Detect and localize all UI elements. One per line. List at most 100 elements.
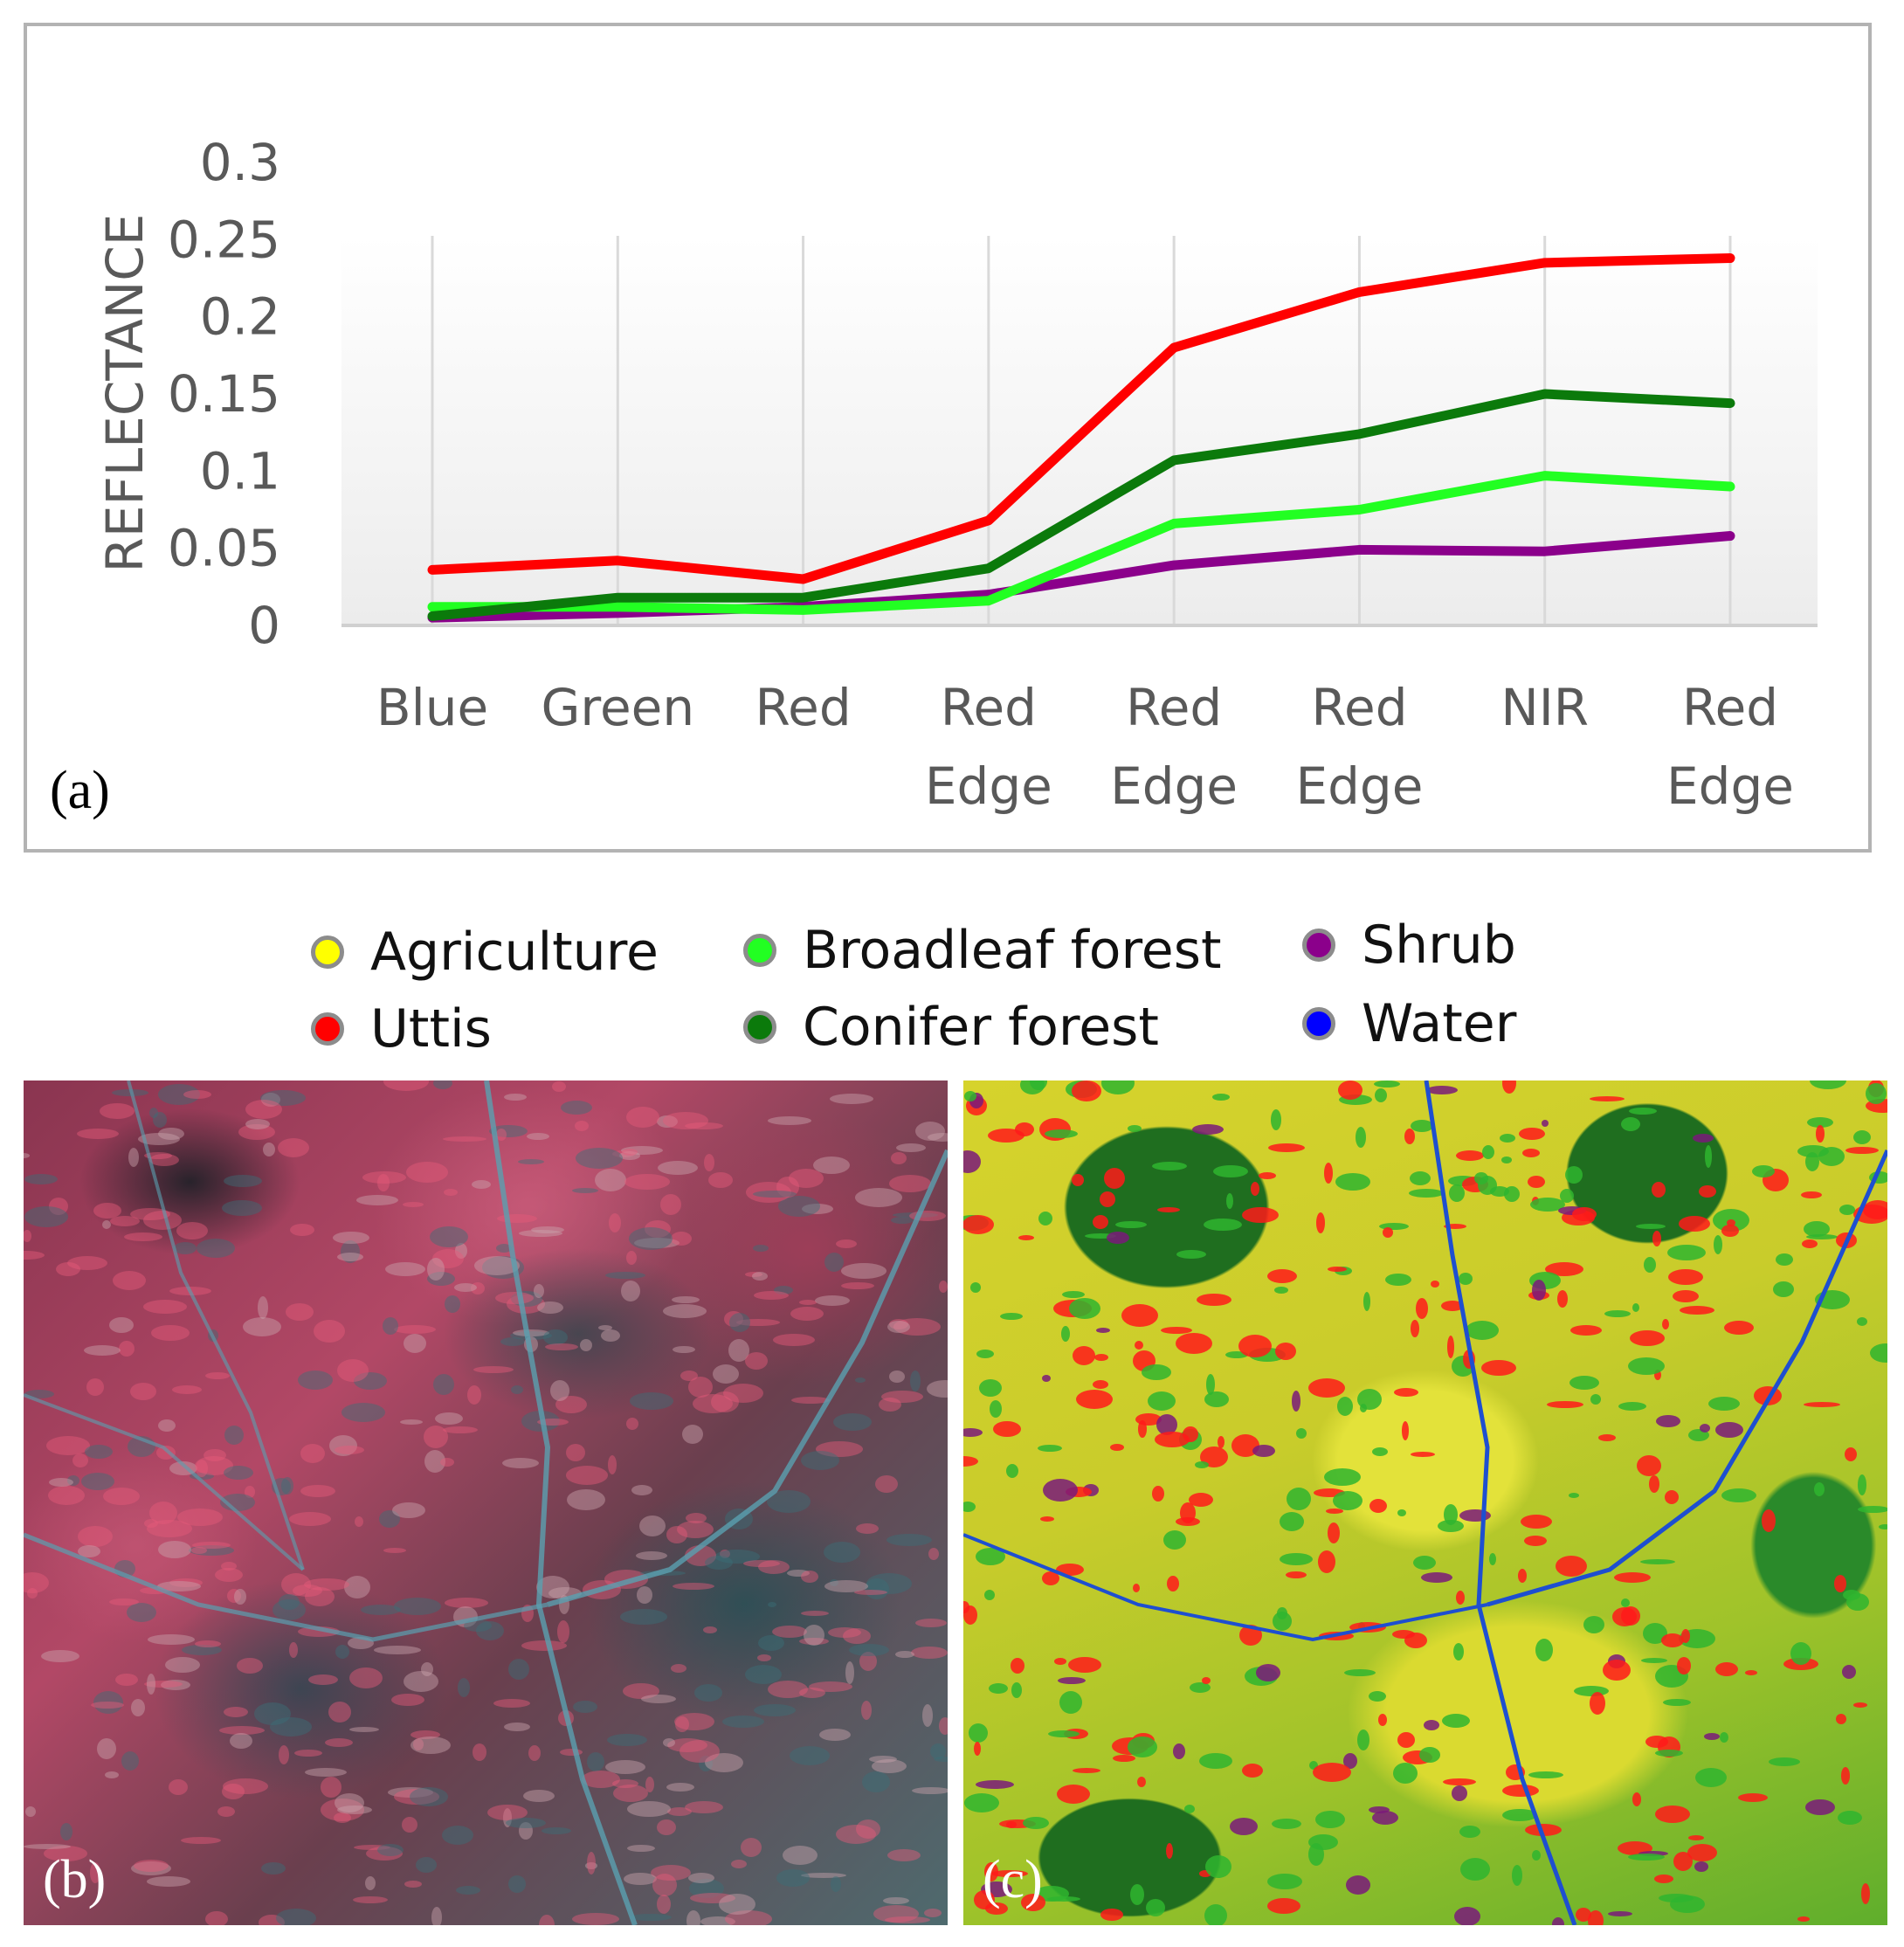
terrain-texture xyxy=(666,1783,694,1792)
terrain-texture xyxy=(783,1846,817,1865)
terrain-texture xyxy=(605,1760,645,1774)
legend-dot-icon xyxy=(1302,929,1335,962)
land-cover-patch xyxy=(1705,1145,1712,1168)
legend-dot-icon xyxy=(311,936,344,969)
land-cover-patch xyxy=(1560,1189,1574,1203)
terrain-texture xyxy=(641,1695,676,1703)
land-cover-patch xyxy=(1128,1736,1157,1757)
land-cover-patch xyxy=(1059,1691,1082,1714)
terrain-texture xyxy=(148,1634,195,1645)
terrain-texture xyxy=(335,1645,349,1659)
terrain-texture xyxy=(745,1272,762,1277)
terrain-texture xyxy=(169,1578,203,1587)
land-cover-patch xyxy=(1853,1702,1867,1708)
terrain-texture xyxy=(528,1745,541,1761)
y-axis-label: REFLECTANCE xyxy=(95,214,155,573)
terrain-texture xyxy=(915,1619,947,1627)
terrain-texture xyxy=(85,1445,113,1459)
land-cover-patch xyxy=(1337,1397,1353,1416)
terrain-texture xyxy=(667,1738,707,1752)
terrain-texture xyxy=(254,1702,291,1725)
terrain-texture xyxy=(887,1321,910,1333)
land-cover-patch xyxy=(1204,1391,1229,1407)
reflectance-chart: 0 0.05 0.1 0.15 0.2 0.25 0.3 REFLECTANCE Blue Gre… xyxy=(95,133,1818,816)
terrain-texture xyxy=(673,1583,714,1590)
land-cover-patch xyxy=(1166,1843,1173,1859)
terrain-texture xyxy=(149,1502,177,1524)
terrain-texture xyxy=(147,1520,192,1537)
terrain-texture xyxy=(219,1726,265,1735)
land-cover-patch xyxy=(1715,1422,1743,1438)
y-tick-label: 0.05 xyxy=(168,519,280,578)
land-cover-patch xyxy=(1715,1662,1738,1676)
terrain-texture xyxy=(741,1838,762,1857)
land-cover-patch xyxy=(1810,1081,1846,1089)
terrain-texture xyxy=(637,1586,652,1604)
terrain-texture xyxy=(688,1377,713,1398)
land-cover-patch xyxy=(1797,1916,1810,1922)
land-cover-patch xyxy=(1456,1150,1484,1161)
terrain-texture xyxy=(939,1281,948,1293)
land-cover-patch xyxy=(1801,1191,1822,1198)
terrain-texture xyxy=(680,1740,720,1763)
terrain-texture xyxy=(875,1475,898,1493)
land-cover-patch xyxy=(1853,1130,1871,1144)
terrain-texture xyxy=(293,1585,322,1597)
terrain-texture xyxy=(144,1681,183,1688)
terrain-texture xyxy=(130,1383,156,1400)
land-cover-patch xyxy=(1745,1670,1757,1675)
land-cover-patch xyxy=(1128,1125,1142,1132)
land-cover-patch xyxy=(1073,1346,1095,1365)
land-cover-patch xyxy=(1738,1793,1768,1802)
terrain-texture xyxy=(855,1188,902,1207)
land-cover-patch xyxy=(1621,1117,1640,1131)
y-tick-label: 0.25 xyxy=(168,210,280,269)
terrain-texture xyxy=(385,1262,425,1276)
land-cover-patch xyxy=(1286,1571,1307,1578)
terrain-texture xyxy=(46,1436,90,1455)
land-cover-patch xyxy=(1681,1629,1690,1643)
terrain-texture xyxy=(873,1905,919,1923)
terrain-texture xyxy=(144,1519,158,1528)
land-cover-patch xyxy=(1857,1317,1867,1326)
land-cover-patch xyxy=(991,1870,1028,1877)
terrain-texture xyxy=(410,1736,451,1754)
terrain-texture xyxy=(576,1148,623,1169)
terrain-texture xyxy=(276,1909,316,1925)
land-cover-patch xyxy=(1020,1081,1045,1094)
y-tick-label: 0 xyxy=(248,596,280,655)
terrain-texture xyxy=(883,1897,909,1904)
terrain-texture xyxy=(81,1473,114,1490)
land-cover-patch xyxy=(1062,1291,1085,1298)
terrain-texture xyxy=(222,1784,245,1799)
terrain-texture xyxy=(260,1090,306,1106)
terrain-texture xyxy=(27,1588,38,1598)
terrain-texture xyxy=(500,1337,525,1346)
terrain-texture xyxy=(41,1650,79,1662)
land-cover-patch xyxy=(1069,1298,1100,1319)
terrain-texture xyxy=(337,1359,369,1382)
land-cover-patch xyxy=(1374,1081,1400,1087)
terrain-texture xyxy=(366,1847,403,1861)
terrain-texture xyxy=(631,1485,652,1495)
land-cover-patch xyxy=(963,1215,994,1234)
series-line-conifer-forest xyxy=(427,389,1735,621)
terrain-texture xyxy=(444,1189,458,1196)
land-cover-patch xyxy=(1152,1486,1164,1502)
terrain-texture xyxy=(889,1370,905,1383)
land-cover-patch xyxy=(1148,1391,1176,1411)
terrain-texture xyxy=(601,1329,620,1342)
land-cover-patch xyxy=(1272,1819,1301,1829)
terrain-texture xyxy=(773,1334,815,1346)
terrain-texture xyxy=(391,1694,424,1706)
terrain-texture xyxy=(272,1599,306,1620)
terrain-texture xyxy=(510,1331,552,1340)
land-cover-patch xyxy=(1192,1124,1224,1135)
land-cover-patch xyxy=(1189,1493,1213,1507)
terrain-texture xyxy=(833,1413,872,1431)
terrain-texture xyxy=(537,1301,563,1314)
terrain-texture xyxy=(424,1450,445,1473)
terrain-texture xyxy=(406,1162,448,1183)
land-cover-patch xyxy=(1628,1854,1665,1861)
terrain-texture xyxy=(572,1913,619,1925)
